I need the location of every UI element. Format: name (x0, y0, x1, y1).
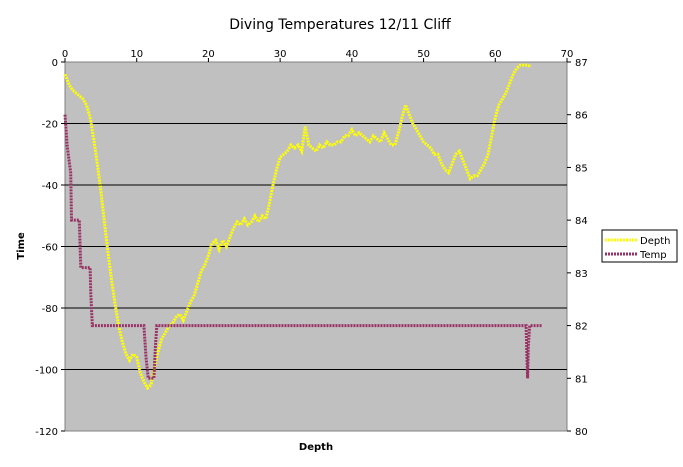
series-line-depth (63, 63, 532, 391)
y2-axis-ticks: 87 86 85 84 83 82 81 80 (567, 58, 588, 438)
y2-tick-label: 85 (575, 163, 588, 174)
y-axis-label: Time (16, 232, 27, 260)
y-tick-label: -120 (35, 427, 58, 438)
y-tick-label: 0 (52, 58, 58, 69)
y2-tick-label: 84 (575, 216, 588, 227)
series-layer (63, 63, 542, 391)
x-tick-label: 40 (345, 49, 358, 60)
legend: Depth Temp (601, 229, 678, 263)
chart-title: Diving Temperatures 12/11 Cliff (229, 17, 451, 33)
y-tick-label: -20 (42, 120, 58, 131)
legend-label-depth: Depth (640, 236, 670, 247)
y-tick-label: -100 (35, 366, 58, 377)
y2-tick-label: 80 (575, 427, 588, 438)
y2-tick-label: 83 (575, 269, 588, 280)
x-tick-label: 70 (561, 49, 574, 60)
x-axis-ticks: 0 10 20 30 40 50 60 70 (62, 49, 574, 62)
x-tick-label: 20 (202, 49, 215, 60)
x-tick-label: 60 (489, 49, 502, 60)
x-tick-label: 0 (62, 49, 68, 60)
series-line-temp (63, 114, 542, 380)
y2-tick-label: 82 (575, 322, 588, 333)
y-tick-label: -40 (42, 181, 58, 192)
x-tick-label: 10 (130, 49, 143, 60)
y2-tick-label: 86 (575, 111, 588, 122)
x-tick-label: 30 (274, 49, 287, 60)
x-tick-label: 50 (417, 49, 430, 60)
y-tick-label: -60 (42, 243, 58, 254)
y-axis-ticks: 0 -20 -40 -60 -80 -100 -120 (35, 58, 65, 438)
y-tick-label: -80 (42, 304, 58, 315)
legend-box (601, 229, 678, 263)
y2-tick-label: 87 (575, 58, 588, 69)
x-axis-label: Depth (299, 442, 333, 453)
y2-tick-label: 81 (575, 374, 588, 385)
legend-label-temp: Temp (639, 250, 667, 261)
